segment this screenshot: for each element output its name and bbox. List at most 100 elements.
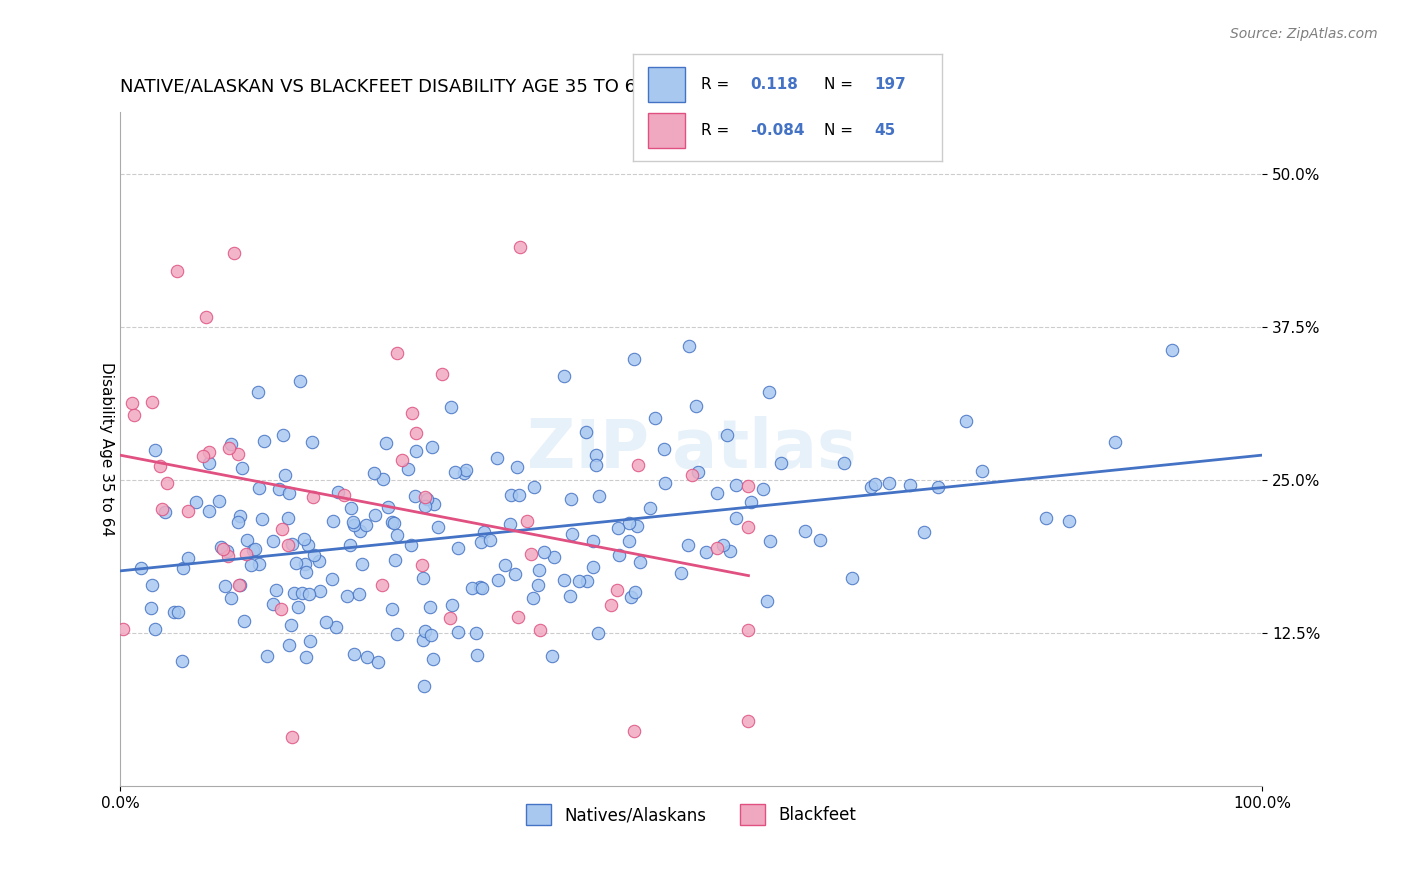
Point [299, 634, 322, 648]
Point [422, 440, 444, 454]
Point [832, 456, 855, 470]
Point [381, 602, 404, 616]
Point [252, 512, 274, 526]
Point [280, 730, 302, 744]
Point [758, 385, 780, 400]
Point [794, 524, 817, 539]
Point [413, 624, 436, 639]
Point [725, 510, 748, 524]
Point [718, 544, 741, 558]
Point [617, 534, 640, 549]
Point [209, 540, 232, 554]
Point [688, 465, 710, 479]
Point [141, 578, 163, 592]
Y-axis label: Disability Age 35 to 64: Disability Age 35 to 64 [100, 362, 114, 536]
Point [281, 537, 304, 551]
Point [283, 586, 305, 600]
Point [413, 499, 436, 513]
Point [522, 591, 544, 606]
FancyBboxPatch shape [648, 113, 685, 148]
Point [239, 558, 262, 573]
Point [553, 369, 575, 384]
Point [336, 589, 359, 603]
Point [471, 582, 494, 596]
Point [955, 414, 977, 428]
Point [228, 515, 250, 529]
Point [247, 481, 270, 495]
Legend: Natives/Alaskans, Blackfeet: Natives/Alaskans, Blackfeet [520, 797, 863, 831]
Point [343, 648, 366, 662]
Point [499, 516, 522, 531]
Point [262, 534, 284, 549]
Point [912, 524, 935, 539]
Point [652, 442, 675, 457]
Text: 0.118: 0.118 [751, 77, 799, 92]
Point [246, 384, 269, 399]
Point [711, 538, 734, 552]
Point [412, 633, 434, 648]
Point [226, 447, 249, 461]
Text: 197: 197 [875, 77, 905, 92]
Point [270, 601, 292, 615]
Point [302, 491, 325, 505]
Point [326, 484, 349, 499]
Point [494, 558, 516, 573]
Point [695, 544, 717, 558]
Point [347, 587, 370, 601]
Point [384, 553, 406, 567]
Point [297, 538, 319, 552]
Point [333, 488, 356, 502]
Point [560, 491, 582, 506]
Point [419, 599, 441, 614]
Point [638, 501, 661, 516]
Point [385, 627, 408, 641]
Point [501, 487, 523, 501]
Point [432, 367, 454, 381]
Point [420, 627, 443, 641]
Point [218, 441, 240, 455]
Point [231, 461, 253, 475]
Point [529, 624, 551, 638]
Point [529, 563, 551, 577]
Point [339, 538, 361, 552]
Point [599, 598, 621, 612]
Point [1035, 511, 1057, 525]
Point [607, 521, 630, 535]
Point [644, 410, 666, 425]
Point [198, 504, 221, 518]
Point [620, 590, 643, 604]
Text: NATIVE/ALASKAN VS BLACKFEET DISABILITY AGE 35 TO 64 CORRELATION CHART: NATIVE/ALASKAN VS BLACKFEET DISABILITY A… [120, 78, 848, 95]
Point [759, 534, 782, 549]
Point [228, 578, 250, 592]
Point [291, 586, 314, 600]
Point [208, 493, 231, 508]
Point [387, 528, 409, 542]
Point [859, 480, 882, 494]
Text: ZIP atlas: ZIP atlas [526, 416, 856, 482]
Point [278, 485, 301, 500]
Point [194, 310, 217, 324]
Point [163, 605, 186, 619]
Point [141, 601, 163, 615]
Point [427, 519, 450, 533]
Point [478, 533, 501, 547]
Point [465, 626, 488, 640]
Point [582, 560, 605, 574]
Point [288, 374, 311, 388]
Point [588, 625, 610, 640]
Point [166, 606, 188, 620]
Point [470, 535, 492, 549]
Point [396, 462, 419, 476]
Point [111, 623, 134, 637]
Point [523, 480, 546, 494]
Point [294, 557, 316, 571]
Point [606, 582, 628, 597]
Point [582, 533, 605, 548]
Point [461, 581, 484, 595]
Point [177, 551, 200, 566]
Point [247, 558, 270, 572]
Point [751, 482, 773, 496]
Point [375, 435, 398, 450]
FancyBboxPatch shape [648, 68, 685, 102]
Point [304, 548, 326, 562]
